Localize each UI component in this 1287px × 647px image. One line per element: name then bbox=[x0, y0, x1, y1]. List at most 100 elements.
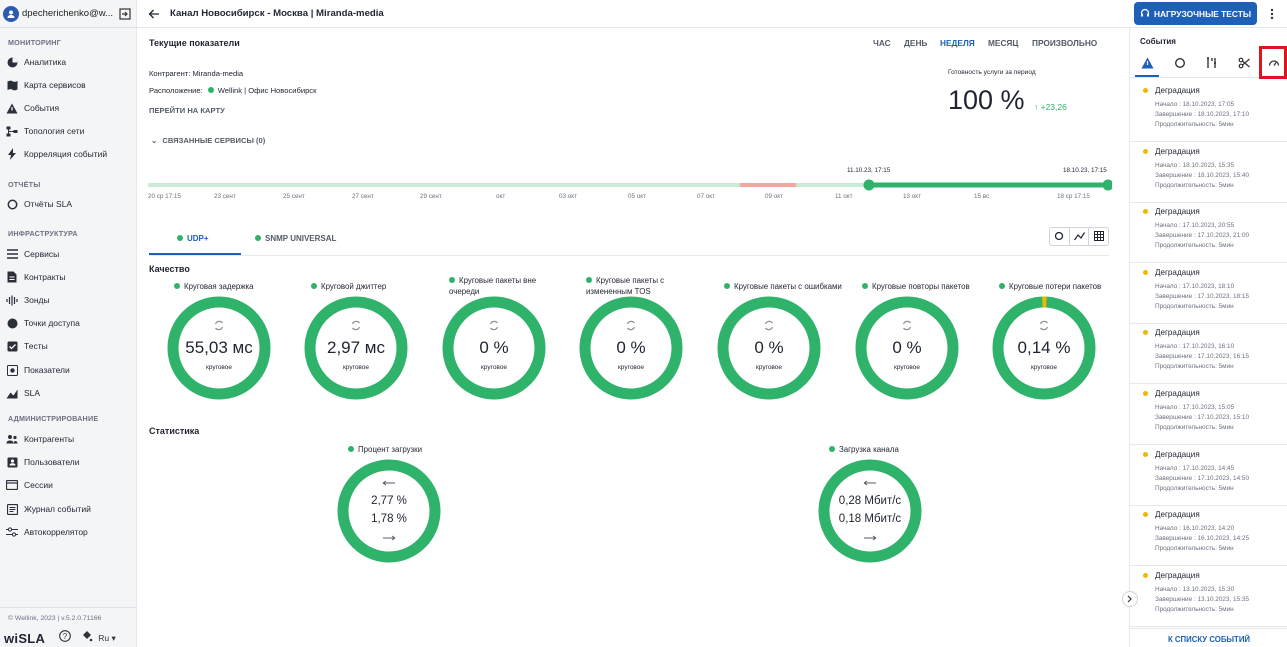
event-item[interactable]: Деградация Начало : 17.10.2023, 14:45 Заве… bbox=[1130, 445, 1287, 506]
timeline-handle-end[interactable] bbox=[1102, 179, 1113, 191]
headset-icon bbox=[1140, 8, 1150, 20]
events-tab-warnings[interactable] bbox=[1136, 55, 1158, 75]
sidebar-item-users[interactable]: Пользователи bbox=[6, 455, 79, 469]
section-monitoring: МОНИТОРИНГ bbox=[8, 38, 61, 47]
refresh-icon bbox=[214, 320, 224, 331]
sidebar-item-label: Сессии bbox=[24, 480, 53, 490]
event-duration: Продолжительность: 5мин bbox=[1155, 363, 1234, 371]
user-menu[interactable]: dpecherichenko@w... bbox=[0, 0, 137, 28]
line-chart-icon bbox=[1073, 228, 1085, 246]
sidebar-item-counterparties[interactable]: Контрагенты bbox=[6, 432, 74, 446]
timeline-range-end: 18.10.23, 17:15 bbox=[1063, 167, 1107, 174]
timeline-tick: 23 сент bbox=[214, 193, 236, 200]
event-item[interactable]: Деградация Начало : 17.10.2023, 15:05 Заве… bbox=[1130, 384, 1287, 445]
sidebar-item-label: Сервисы bbox=[24, 249, 60, 259]
sidebar-item-correlation[interactable]: Корреляция событий bbox=[6, 147, 107, 161]
event-end: Завершение : 17.10.2023, 21:00 bbox=[1155, 232, 1250, 240]
metric-label-text: Круговой джиттер bbox=[321, 282, 387, 291]
sidebar-item-label: Пользователи bbox=[24, 457, 80, 467]
event-end: Завершение : 17.10.2023, 16:15 bbox=[1155, 353, 1250, 361]
event-item[interactable]: Деградация Начало : 18.10.2023, 15:35 Заве… bbox=[1130, 142, 1287, 203]
sidebar-item-access-points[interactable]: Точки доступа bbox=[6, 316, 80, 330]
sidebar-item-contracts[interactable]: Контракты bbox=[6, 270, 66, 284]
event-item[interactable]: Деградация Начало : 16.10.2023, 14:20 Заве… bbox=[1130, 505, 1287, 567]
language-select[interactable]: Ru ▾ bbox=[98, 633, 116, 644]
more-menu-icon[interactable] bbox=[1270, 7, 1274, 25]
event-item[interactable]: Деградация Начало : 13.10.2023, 15:30 Заве… bbox=[1130, 566, 1287, 627]
timeline-slider[interactable] bbox=[148, 178, 1112, 192]
metric-label: Круговые потери пакетов bbox=[999, 282, 1119, 293]
event-end: Завершение : 17.10.2023, 18:15 bbox=[1155, 292, 1250, 300]
sidebar-item-services[interactable]: Сервисы bbox=[6, 247, 59, 261]
period-week[interactable]: НЕДЕЛЯ bbox=[940, 38, 975, 48]
load-tests-button[interactable]: НАГРУЗОЧНЫЕ ТЕСТЫ bbox=[1134, 2, 1257, 25]
period-custom[interactable]: ПРОИЗВОЛЬНО bbox=[1032, 38, 1098, 48]
metric-ring-warning-segment bbox=[992, 296, 1096, 400]
metric-label-text: Круговые пакеты вне очереди bbox=[449, 276, 537, 296]
stat-label-text: Процент загрузки bbox=[358, 445, 423, 454]
sidebar-item-probes[interactable]: Зонды bbox=[6, 293, 50, 307]
events-tab-tools[interactable] bbox=[1201, 55, 1223, 75]
event-item[interactable]: Деградация Начало : 17.10.2023, 18:10 Заве… bbox=[1130, 263, 1287, 324]
sidebar-item-sla-reports[interactable]: Отчёты SLA bbox=[6, 197, 72, 211]
sidebar-item-label: Отчёты SLA bbox=[24, 199, 73, 209]
sidebar-item-sessions[interactable]: Сессии bbox=[6, 478, 53, 492]
theme-icon[interactable] bbox=[81, 629, 93, 647]
event-end: Завершение : 18.10.2023, 17:10 bbox=[1155, 111, 1250, 118]
refresh-view-button[interactable] bbox=[1050, 228, 1070, 245]
events-tab-gauge[interactable] bbox=[1263, 55, 1285, 75]
back-arrow-icon[interactable] bbox=[148, 7, 160, 25]
severity-dot bbox=[1143, 209, 1148, 215]
tab-snmp-universal[interactable]: SNMP UNIVERSAL bbox=[255, 234, 336, 243]
event-duration: Продолжительность: 5мин bbox=[1155, 424, 1234, 431]
tab-active-underline bbox=[149, 253, 241, 255]
sliders-icon bbox=[6, 526, 18, 538]
sidebar-item-analytics[interactable]: Аналитика bbox=[6, 55, 66, 69]
sidebar-item-tests[interactable]: Тесты bbox=[6, 339, 48, 353]
chevron-down-icon: ▾ bbox=[111, 632, 116, 643]
sidebar-item-events[interactable]: События bbox=[6, 101, 59, 115]
event-start: Начало : 18.10.2023, 15:35 bbox=[1155, 161, 1235, 169]
tab-label: SNMP UNIVERSAL bbox=[265, 234, 337, 243]
events-tab-cycle[interactable] bbox=[1169, 55, 1191, 75]
period-hour[interactable]: ЧАС bbox=[873, 38, 891, 48]
sidebar-item-event-log[interactable]: Журнал событий bbox=[6, 502, 91, 516]
sidebar-item-label: Автокоррелятор bbox=[24, 527, 88, 537]
event-item[interactable]: Деградация Начало : 17.10.2023, 16:10 Заве… bbox=[1130, 323, 1287, 385]
logout-icon[interactable] bbox=[119, 7, 131, 25]
tab-udp[interactable]: UDP+ bbox=[177, 234, 209, 243]
arrow-right-icon bbox=[383, 535, 396, 541]
events-tab-scissors[interactable] bbox=[1233, 55, 1255, 75]
lightning-icon bbox=[6, 148, 18, 160]
timeline-handle-start[interactable] bbox=[863, 179, 875, 191]
metric-label-text: Круговые потери пакетов bbox=[1009, 282, 1102, 291]
events-list-link[interactable]: К СПИСКУ СОБЫТИЙ bbox=[1130, 628, 1287, 647]
metric-ring bbox=[167, 296, 271, 400]
event-item[interactable]: Деградация Начало : 18.10.2023, 17:05 Заве… bbox=[1130, 81, 1287, 142]
severity-dot bbox=[1143, 451, 1148, 457]
metric-label: Круговые повторы пакетов bbox=[862, 282, 982, 293]
event-end: Завершение : 17.10.2023, 15:10 bbox=[1155, 414, 1250, 421]
metric-ring-track bbox=[855, 296, 959, 400]
sidebar-item-service-map[interactable]: Карта сервисов bbox=[6, 78, 86, 92]
sidebar-item-indicators[interactable]: Показатели bbox=[6, 363, 70, 377]
period-month[interactable]: МЕСЯЦ bbox=[988, 38, 1019, 48]
highlight-box bbox=[1259, 46, 1287, 79]
arrow-right-icon bbox=[864, 535, 877, 541]
period-day[interactable]: ДЕНЬ bbox=[904, 38, 928, 48]
refresh-icon bbox=[764, 320, 774, 331]
sidebar-item-topology[interactable]: Топология сети bbox=[6, 124, 84, 138]
event-start: Начало : 17.10.2023, 15:05 bbox=[1155, 404, 1235, 411]
collapse-panel-button[interactable] bbox=[1122, 591, 1138, 607]
linked-services-toggle[interactable]: ⌄ СВЯЗАННЫЕ СЕРВИСЫ (0) bbox=[151, 136, 265, 145]
metric-ring bbox=[579, 296, 683, 400]
go-to-map-link[interactable]: ПЕРЕЙТИ НА КАРТУ bbox=[149, 106, 225, 115]
timeline-tick: окт bbox=[496, 193, 506, 200]
event-item[interactable]: Деградация Начало : 17.10.2023, 20:55 Заве… bbox=[1130, 202, 1287, 264]
event-start: Начало : 13.10.2023, 15:30 bbox=[1155, 585, 1235, 593]
sidebar-item-sla[interactable]: SLA bbox=[6, 386, 40, 400]
sidebar-item-autocorrelator[interactable]: Автокоррелятор bbox=[6, 525, 88, 539]
table-view-button[interactable] bbox=[1089, 228, 1108, 245]
help-icon[interactable]: ? bbox=[59, 629, 72, 647]
line-chart-view-button[interactable] bbox=[1070, 228, 1090, 245]
